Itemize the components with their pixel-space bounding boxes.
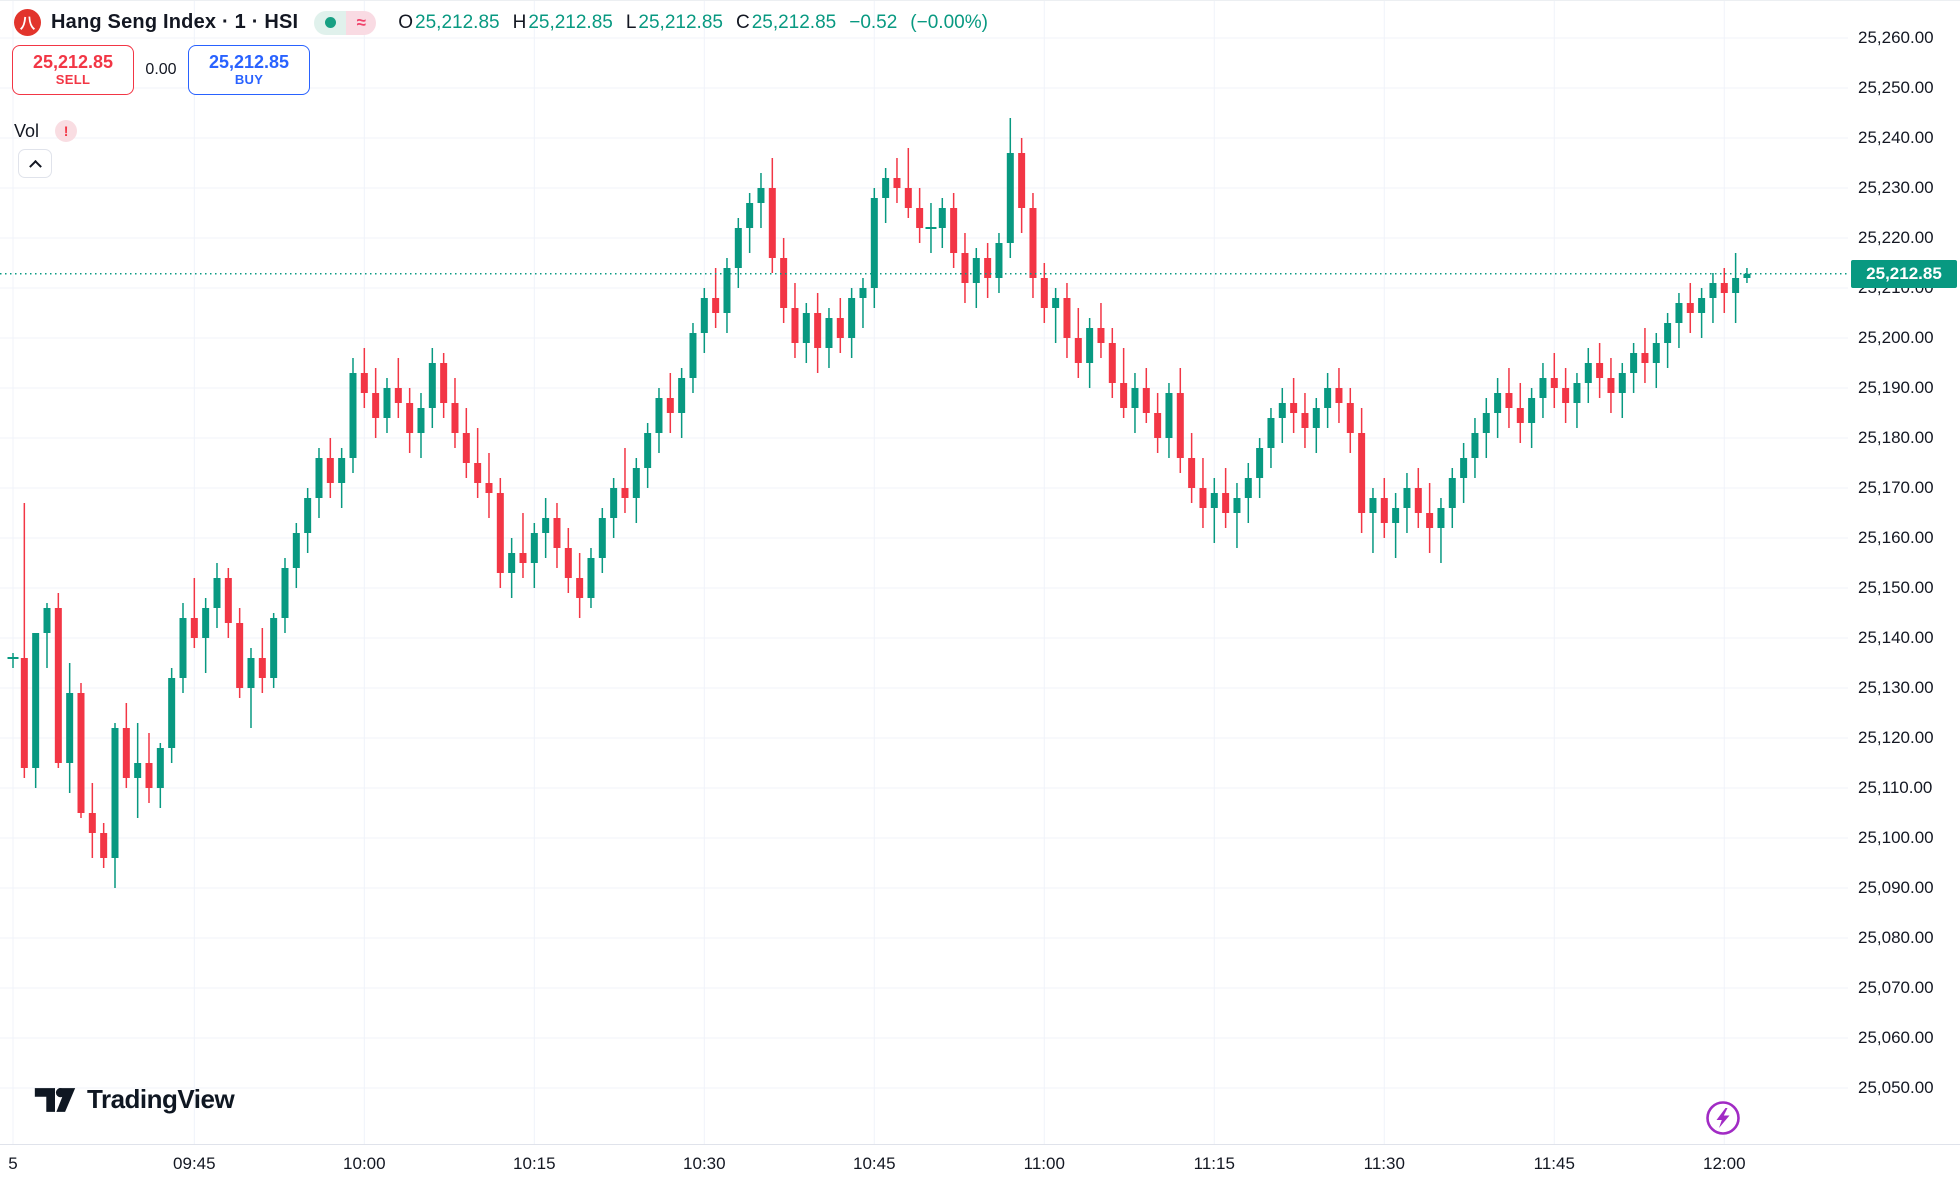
- open-value: 25,212.85: [415, 11, 500, 33]
- trade-panel: 25,212.85 SELL 0.00 25,212.85 BUY: [12, 45, 310, 95]
- low-label: L: [625, 11, 637, 33]
- sell-label: SELL: [55, 71, 91, 87]
- chevron-up-icon: [28, 159, 42, 173]
- market-open-icon: [314, 10, 347, 35]
- high-value: 25,212.85: [528, 11, 613, 33]
- current-price-tag: 25,212.85: [1851, 259, 1957, 288]
- price-axis-label: 25,120.00: [1858, 728, 1934, 747]
- time-axis-label: 11:15: [1193, 1154, 1235, 1173]
- price-axis-label: 25,170.00: [1858, 478, 1934, 497]
- price-axis-label: 25,100.00: [1858, 828, 1934, 847]
- price-axis-label: 25,250.00: [1858, 78, 1934, 97]
- price-axis-label: 25,130.00: [1858, 678, 1934, 697]
- buy-price: 25,212.85: [208, 52, 290, 73]
- price-axis-label: 25,150.00: [1858, 578, 1934, 597]
- time-axis-label: 10:30: [683, 1154, 726, 1173]
- volume-indicator-row: Vol !: [14, 120, 78, 142]
- symbol-logo-icon: 八: [14, 9, 41, 36]
- price-axis-label: 25,140.00: [1858, 628, 1934, 647]
- close-value: 25,212.85: [751, 11, 837, 33]
- buy-label: BUY: [234, 71, 264, 87]
- sell-price: 25,212.85: [32, 52, 114, 73]
- time-axis-label: 11:00: [1023, 1154, 1065, 1173]
- candles: [7, 118, 1751, 888]
- time-axis-label: 10:15: [513, 1154, 556, 1173]
- price-axis[interactable]: 25,260.00 25,250.00 25,240.00 25,230.00 25,2…: [1848, 1, 1960, 1144]
- change-percent: (−0.00%): [910, 11, 988, 33]
- price-axis-label: 25,160.00: [1858, 528, 1934, 547]
- ohlc-readout: O 25,212.85 H 25,212.85 L 25,212.85 C 25,212…: [398, 12, 988, 34]
- open-label: O: [398, 11, 414, 33]
- price-axis-label: 25,080.00: [1858, 928, 1934, 947]
- legend-collapse-button[interactable]: [18, 149, 52, 178]
- sell-button[interactable]: 25,212.85 SELL: [12, 45, 134, 95]
- price-axis-label: 25,220.00: [1858, 228, 1934, 247]
- time-axis-label: 10:00: [343, 1154, 386, 1173]
- time-axis[interactable]: 5 09:45 10:00 10:15 10:30 10:45 11:00 11:15 11:3…: [0, 1144, 1960, 1183]
- price-axis-label: 25,050.00: [1858, 1078, 1934, 1097]
- close-label: C: [735, 11, 750, 33]
- price-axis-label: 25,070.00: [1858, 978, 1934, 997]
- price-axis-label: 25,240.00: [1858, 128, 1934, 147]
- price-axis-label: 25,060.00: [1858, 1028, 1934, 1047]
- volume-warning-icon[interactable]: !: [55, 120, 78, 142]
- price-axis-label: 25,190.00: [1858, 378, 1934, 397]
- time-axis-label: 11:30: [1363, 1154, 1405, 1173]
- grid: [0, 1, 1848, 1144]
- time-axis-label: 09:45: [173, 1154, 216, 1173]
- high-label: H: [512, 11, 527, 33]
- low-value: 25,212.85: [638, 11, 723, 33]
- symbol-legend: 八 Hang Seng Index · 1 · HSI ≈ O 25,212.85…: [14, 9, 988, 36]
- quick-trade-lightning-icon[interactable]: [1704, 1099, 1742, 1137]
- price-axis-label: 25,260.00: [1858, 28, 1934, 47]
- price-axis-label: 25,200.00: [1858, 328, 1934, 347]
- candlestick-chart[interactable]: [0, 1, 1960, 1144]
- spread-value: 0.00: [145, 61, 177, 78]
- time-axis-label: 10:45: [853, 1154, 896, 1173]
- volume-indicator-label[interactable]: Vol: [14, 120, 40, 141]
- buy-button[interactable]: 25,212.85 BUY: [188, 45, 310, 95]
- market-status-pills[interactable]: ≈: [314, 10, 377, 35]
- tradingview-mark-icon: [34, 1087, 76, 1112]
- symbol-title[interactable]: Hang Seng Index · 1 · HSI: [51, 11, 299, 33]
- tradingview-wordmark: TradingView: [87, 1084, 235, 1114]
- tradingview-logo[interactable]: TradingView: [33, 1084, 235, 1115]
- price-axis-label: 25,090.00: [1858, 878, 1934, 897]
- time-axis-label: 11:45: [1533, 1154, 1575, 1173]
- price-axis-label: 25,230.00: [1858, 178, 1934, 197]
- delayed-data-icon: ≈: [346, 10, 377, 35]
- change-value: −0.52: [849, 11, 898, 33]
- price-axis-label: 25,180.00: [1858, 428, 1934, 447]
- time-axis-label: 5: [8, 1154, 18, 1173]
- price-axis-label: 25,110.00: [1858, 778, 1933, 797]
- time-axis-label: 12:00: [1703, 1154, 1746, 1173]
